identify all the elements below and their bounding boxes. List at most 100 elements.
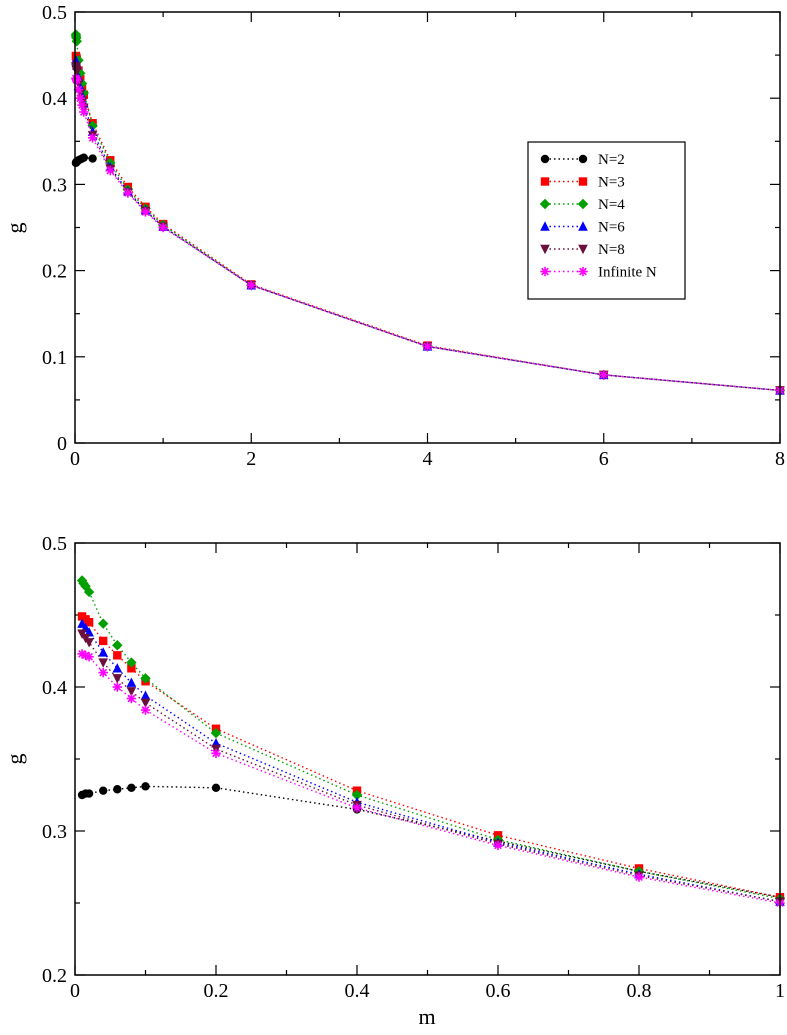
bottom-chart-point-n-6: [98, 647, 108, 657]
bottom-chart-point-n-3: [127, 664, 136, 673]
bottom-chart-point-n-4: [80, 581, 91, 592]
legend-marker-n-2: [540, 154, 550, 164]
top-chart-x-tick-label: 6: [599, 448, 609, 470]
bottom-chart-point-n-2: [141, 782, 150, 791]
legend-marker-n-6: [540, 221, 550, 231]
bottom-chart-y-tick-label: 0.2: [42, 965, 67, 987]
bottom-chart-x-tick-label: 0: [70, 980, 80, 1002]
top-chart-tick-labels: 0 2 4 6 8 0 0.1 0.2 0.3 0.4 0.5: [42, 2, 785, 470]
bottom-chart-panel: 0 0.2 0.4 0.6 0.8 10.20.30.40.5 g m: [2, 533, 786, 1029]
top-chart-point-infinite-n: [105, 165, 115, 176]
bottom-chart-point-infinite-n: [98, 667, 108, 678]
bottom-chart-point-n-2: [99, 786, 108, 795]
bottom-chart-point-n-2: [127, 783, 136, 792]
legend-label-n-8: N=8: [598, 242, 625, 258]
bottom-chart-x-axis-title: m: [418, 1004, 435, 1029]
top-chart-point-infinite-n: [79, 107, 89, 117]
legend-label-infinite-n: Infinite N: [598, 265, 657, 281]
top-chart-point-infinite-n: [599, 370, 609, 380]
bottom-chart-point-n-6: [140, 690, 151, 700]
legend-box: [527, 141, 686, 300]
legend-marker-n-4: [539, 198, 551, 210]
top-chart-point-n-2: [79, 153, 89, 162]
bottom-chart-point-infinite-n: [126, 693, 137, 704]
bottom-chart-series-infinite-n: [77, 649, 785, 908]
bottom-chart-frame: [74, 542, 781, 976]
legend-label-n-3: N=3: [598, 175, 625, 191]
legend-marker-n-3: [540, 177, 550, 186]
bottom-chart-point-n-8: [112, 674, 123, 684]
top-chart-point-n-4: [71, 36, 82, 47]
top-chart-point-infinite-n: [73, 84, 84, 95]
bottom-chart-point-n-6: [126, 677, 137, 687]
legend-marker-n-6: [578, 221, 588, 231]
legend-marker-n-4: [577, 198, 589, 210]
top-chart-y-tick-label: 0.3: [42, 174, 67, 196]
legend-marker-n-8: [540, 244, 550, 255]
bottom-chart-point-n-3: [84, 618, 94, 627]
bottom-chart-point-infinite-n: [352, 803, 362, 813]
legend-marker-n-3: [578, 177, 588, 186]
bottom-chart-line-n-2: [81, 785, 781, 898]
legend-label-n-2: N=2: [598, 152, 625, 168]
bottom-chart-y-tick-label: 0.5: [42, 533, 67, 555]
top-chart-y-tick-label: 0.4: [42, 88, 67, 110]
top-chart-point-infinite-n: [77, 100, 87, 110]
bottom-chart-point-n-8: [126, 687, 137, 697]
bottom-chart-point-infinite-n: [211, 748, 221, 758]
bottom-chart-point-n-3: [113, 651, 122, 660]
bottom-chart-point-infinite-n: [84, 652, 94, 662]
bottom-chart-point-infinite-n: [140, 705, 151, 715]
bottom-chart-point-n-4: [210, 727, 222, 739]
top-chart-point-infinite-n: [246, 280, 256, 290]
top-chart-series-n-2: [71, 153, 97, 168]
bottom-chart-x-tick-label: 0.2: [204, 980, 229, 1002]
bottom-chart-point-n-4: [140, 673, 151, 684]
legend-item-n-4: N=4: [539, 197, 625, 213]
top-chart-frame: [74, 11, 781, 444]
top-chart-point-infinite-n: [422, 341, 433, 352]
top-chart-x-tick-label: 2: [246, 448, 256, 470]
top-chart-point-infinite-n: [140, 207, 151, 217]
bottom-chart-point-n-4: [126, 657, 137, 668]
bottom-chart-point-infinite-n: [112, 682, 122, 692]
top-chart-point-n-4: [76, 78, 88, 89]
bottom-chart-x-tick-label: 0.8: [627, 980, 652, 1002]
bottom-chart-y-axis-title: g: [2, 754, 27, 765]
top-chart-line-n-6: [75, 60, 781, 392]
bottom-chart-point-n-4: [98, 618, 109, 629]
bottom-chart-point-n-2: [211, 783, 221, 792]
legend-label-n-4: N=4: [598, 197, 625, 213]
top-chart-y-tick-label: 0: [57, 433, 67, 455]
legend-item-n-3: N=3: [540, 175, 625, 191]
top-chart-point-infinite-n: [123, 188, 133, 198]
top-chart-y-axis-title: g: [2, 223, 27, 234]
top-chart-point-infinite-n: [75, 93, 85, 103]
bottom-chart-point-n-2: [84, 789, 94, 798]
legend: N=2 N=3 N=4 N=6 N=8 Infinite N: [527, 141, 686, 300]
legend-item-n-2: N=2: [540, 152, 625, 168]
bottom-chart-point-n-3: [99, 636, 108, 646]
legend-items: N=2 N=3 N=4 N=6 N=8 Infinite N: [539, 152, 657, 281]
legend-marker-infinite-n: [578, 266, 588, 277]
top-chart-point-infinite-n: [87, 133, 98, 143]
legend-item-infinite-n: Infinite N: [540, 265, 657, 281]
bottom-chart-point-n-8: [98, 658, 108, 668]
bottom-chart-x-tick-label: 0.4: [345, 980, 370, 1002]
top-chart-y-tick-label: 0.5: [42, 2, 67, 24]
top-chart-x-tick-label: 8: [775, 448, 785, 470]
bottom-chart-y-tick-label: 0.4: [42, 677, 67, 699]
bottom-chart-tick-labels: 0 0.2 0.4 0.6 0.8 10.20.30.40.5: [42, 533, 785, 1002]
bottom-chart-point-n-2: [113, 785, 122, 794]
bottom-chart-point-n-4: [351, 789, 363, 801]
bottom-chart-series: [76, 575, 786, 908]
bottom-chart-point-n-6: [112, 663, 123, 673]
top-chart-x-tick-label: 4: [423, 448, 433, 470]
bottom-chart-point-n-4: [83, 586, 95, 598]
bottom-chart-point-n-8: [140, 698, 151, 709]
top-chart-point-n-4: [87, 120, 98, 131]
top-chart-x-tick-label: 0: [70, 448, 80, 470]
top-chart-point-n-2: [88, 154, 97, 163]
top-chart-y-tick-label: 0.1: [42, 347, 67, 369]
